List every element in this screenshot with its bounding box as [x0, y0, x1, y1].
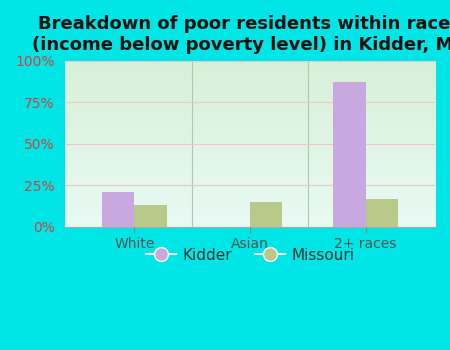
Title: Breakdown of poor residents within races
(income below poverty level) in Kidder,: Breakdown of poor residents within races…: [32, 15, 450, 54]
Bar: [250, 202, 282, 227]
Bar: [333, 83, 365, 227]
Legend: Kidder, Missouri: Kidder, Missouri: [140, 242, 360, 269]
Bar: [365, 198, 398, 227]
Bar: [102, 192, 134, 227]
Bar: [134, 205, 166, 227]
